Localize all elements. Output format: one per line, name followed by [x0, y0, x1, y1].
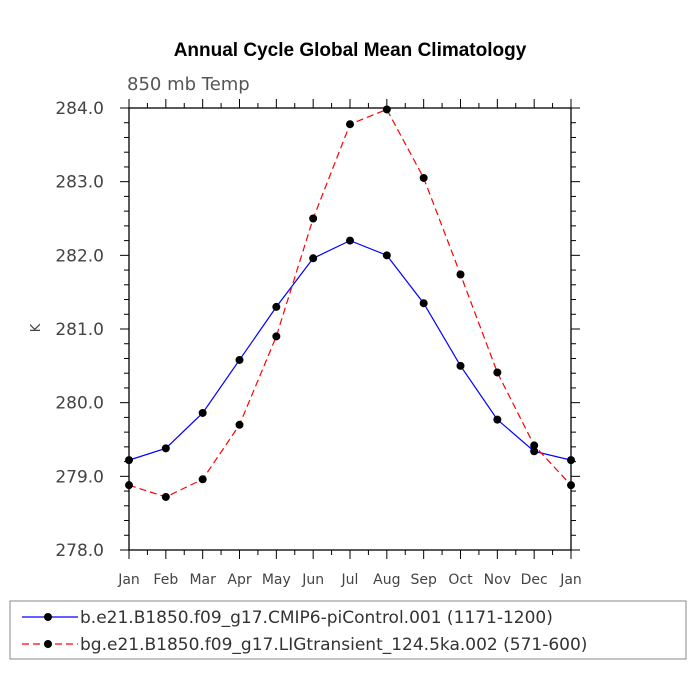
- y-axis-label: K: [29, 323, 44, 332]
- series-1-point: [456, 361, 465, 370]
- legend-box: [9, 600, 687, 660]
- x-tick-label: Feb: [153, 572, 178, 588]
- y-tick-label: 278.0: [55, 541, 104, 561]
- series-1-point: [419, 299, 428, 308]
- x-tick-label: Jan: [117, 572, 140, 588]
- series-2-point: [382, 105, 391, 114]
- series-line-1: [128, 239, 572, 461]
- series-1-point: [567, 456, 575, 465]
- series-2-point: [493, 368, 502, 377]
- series-1-point: [346, 236, 354, 245]
- series-1-point: [125, 456, 133, 465]
- x-tick-labels: Jan Feb Mar Apr May Jun Jul Aug Sep Oct Nov Dec Jan: [117, 572, 582, 588]
- x-tick-label: Mar: [189, 572, 216, 588]
- series-1-point: [382, 251, 391, 260]
- series-1-point: [309, 254, 318, 263]
- series-layer: [125, 105, 575, 501]
- series-2-point: [346, 120, 354, 129]
- y-tick-label: 280.0: [55, 394, 104, 414]
- x-tick-label: Nov: [484, 572, 511, 588]
- y-tick-label: 283.0: [55, 173, 104, 193]
- x-tick-label: Oct: [448, 572, 473, 588]
- legend-swatch-marker: [44, 640, 52, 648]
- x-tick-label: Apr: [227, 572, 251, 588]
- series-2-point: [272, 332, 281, 341]
- chart-title: Annual Cycle Global Mean Climatology: [174, 40, 527, 61]
- y-tick-label: 281.0: [55, 320, 104, 340]
- series-2-point: [567, 481, 575, 490]
- series-2-point: [198, 475, 207, 484]
- legend-swatch-marker: [44, 613, 52, 621]
- series-1-point: [198, 408, 207, 417]
- x-tick-label: Dec: [521, 572, 548, 588]
- x-tick-label: Jul: [341, 572, 359, 588]
- x-tick-label: Aug: [373, 572, 400, 588]
- series-2-point: [161, 492, 170, 501]
- legend: b.e21.B1850.f09_g17.CMIP6-piControl.001 …: [22, 608, 587, 655]
- series-2-point: [235, 420, 244, 429]
- series-2-point: [456, 270, 465, 279]
- series-1-point: [493, 415, 502, 424]
- chart-subtitle: 850 mb Temp: [127, 74, 250, 95]
- series-2-point: [530, 441, 539, 450]
- legend-entry-label: b.e21.B1850.f09_g17.CMIP6-piControl.001 …: [80, 608, 553, 628]
- x-tick-label: Sep: [410, 572, 437, 588]
- x-tick-label: May: [262, 572, 291, 588]
- series-1-point: [530, 447, 539, 456]
- x-tick-label: Jun: [301, 572, 324, 588]
- series-2-point: [309, 214, 318, 223]
- series-1-point: [272, 302, 281, 311]
- series-1-point: [161, 444, 170, 453]
- axis-ticks: [120, 99, 580, 559]
- series-2-point: [419, 173, 428, 182]
- y-tick-label: 284.0: [55, 99, 104, 119]
- plot-frame: [128, 107, 572, 551]
- y-tick-label: 282.0: [55, 246, 104, 266]
- series-1-point: [235, 355, 244, 364]
- series-line-2: [128, 108, 572, 498]
- y-tick-labels: 278.0 279.0 280.0 281.0 282.0 283.0 284.0: [55, 99, 104, 561]
- legend-entry-label: bg.e21.B1850.f09_g17.LIGtransient_124.5k…: [80, 635, 587, 655]
- y-tick-label: 279.0: [55, 467, 104, 487]
- x-tick-label: Jan: [559, 572, 582, 588]
- series-2-point: [125, 481, 133, 490]
